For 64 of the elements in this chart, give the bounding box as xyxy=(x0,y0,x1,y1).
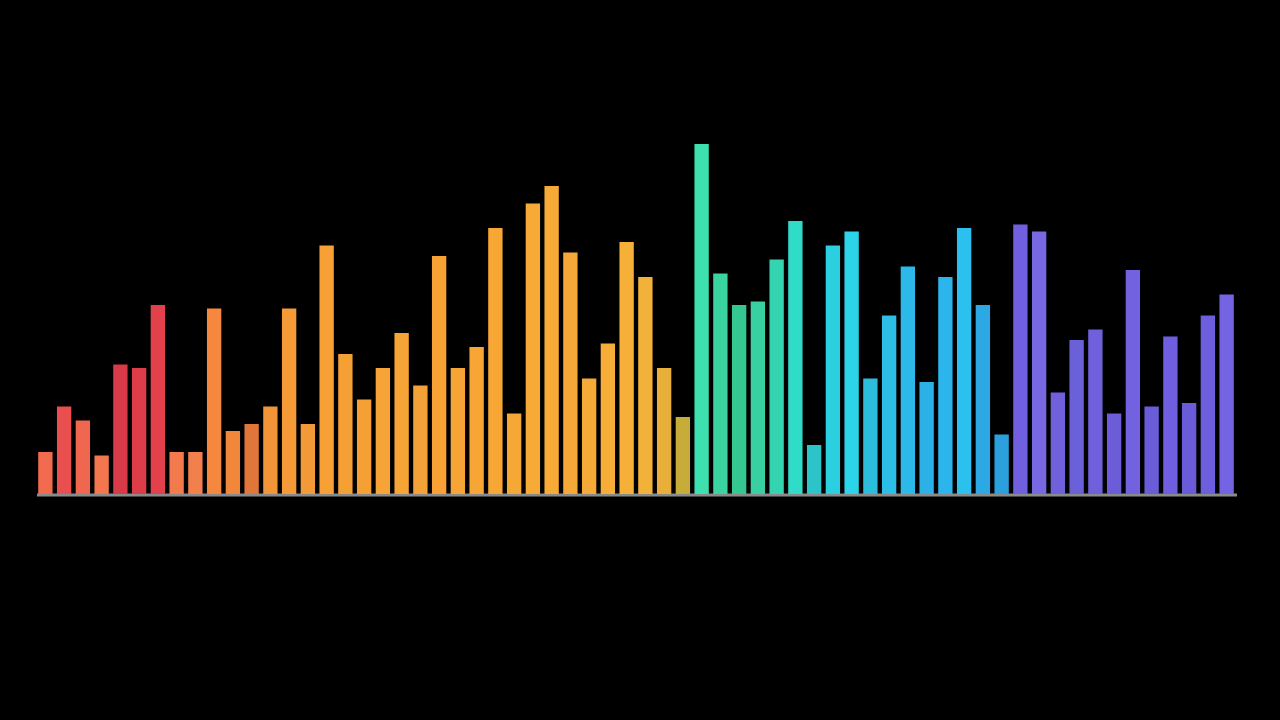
bar xyxy=(750,301,766,494)
bar xyxy=(525,203,541,494)
bar xyxy=(844,231,859,494)
bar xyxy=(975,305,991,494)
bar xyxy=(206,308,222,494)
bar xyxy=(1181,403,1197,494)
bar xyxy=(75,420,91,494)
bar xyxy=(919,382,934,494)
bar xyxy=(94,455,109,494)
bar xyxy=(281,308,297,494)
bar xyxy=(788,221,803,494)
bar xyxy=(169,452,184,494)
bar xyxy=(581,378,597,494)
bar xyxy=(675,417,691,494)
bar xyxy=(356,399,372,494)
bar xyxy=(563,252,578,494)
bar xyxy=(319,245,334,494)
bar xyxy=(338,354,353,494)
bar xyxy=(150,305,166,494)
bar xyxy=(863,378,878,494)
bar xyxy=(375,368,391,494)
bar xyxy=(469,347,484,494)
bar xyxy=(188,452,203,494)
bar xyxy=(413,385,428,494)
bar xyxy=(713,273,728,494)
bar xyxy=(131,368,147,494)
bar xyxy=(38,452,53,494)
bar xyxy=(731,305,747,494)
bar xyxy=(1069,340,1084,494)
bar xyxy=(694,144,709,494)
bar xyxy=(1031,231,1047,494)
bar xyxy=(1050,392,1066,494)
bar xyxy=(769,259,784,494)
bar xyxy=(994,434,1009,494)
bar xyxy=(56,406,72,494)
bar xyxy=(881,315,897,494)
bar xyxy=(225,431,241,494)
bar xyxy=(1144,406,1159,494)
bar xyxy=(1106,413,1122,494)
bar xyxy=(1125,270,1141,494)
bar xyxy=(900,266,916,494)
bar xyxy=(600,343,616,494)
bar xyxy=(956,228,972,494)
bar xyxy=(1163,336,1178,494)
bar xyxy=(1013,224,1028,494)
bar xyxy=(263,406,278,494)
bar xyxy=(244,424,259,494)
bar xyxy=(825,245,841,494)
bar xyxy=(656,368,672,494)
bar xyxy=(113,364,128,494)
bar xyxy=(619,242,634,494)
bar xyxy=(544,186,559,494)
bar xyxy=(488,228,503,494)
bar xyxy=(300,424,316,494)
bar xyxy=(1219,294,1234,494)
bar xyxy=(938,277,953,494)
bar xyxy=(431,256,447,494)
bar xyxy=(506,413,522,494)
bar xyxy=(638,277,653,494)
bar xyxy=(806,445,822,494)
bar xyxy=(394,333,409,494)
bar xyxy=(1200,315,1216,494)
bar xyxy=(450,368,466,494)
bar xyxy=(1088,329,1103,494)
